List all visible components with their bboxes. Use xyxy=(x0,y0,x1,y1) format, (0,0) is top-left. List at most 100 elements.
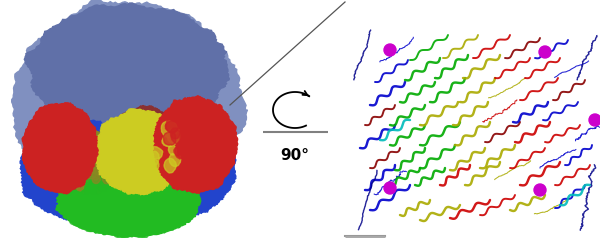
Polygon shape xyxy=(83,85,106,111)
Polygon shape xyxy=(195,100,204,110)
Polygon shape xyxy=(192,152,210,167)
Polygon shape xyxy=(186,129,197,141)
Polygon shape xyxy=(82,120,100,138)
Polygon shape xyxy=(32,131,51,152)
Polygon shape xyxy=(78,135,84,141)
Polygon shape xyxy=(41,150,53,163)
Polygon shape xyxy=(29,127,38,138)
Polygon shape xyxy=(130,127,140,140)
Polygon shape xyxy=(100,139,139,172)
Polygon shape xyxy=(75,90,106,118)
Polygon shape xyxy=(58,173,199,238)
Polygon shape xyxy=(157,137,172,149)
Polygon shape xyxy=(71,90,108,132)
Polygon shape xyxy=(85,192,95,204)
Polygon shape xyxy=(173,32,206,68)
Polygon shape xyxy=(180,41,218,85)
Polygon shape xyxy=(119,178,152,204)
Polygon shape xyxy=(92,150,110,168)
Polygon shape xyxy=(192,46,226,82)
Polygon shape xyxy=(141,129,148,135)
Polygon shape xyxy=(139,32,179,67)
Polygon shape xyxy=(151,188,161,196)
Polygon shape xyxy=(32,135,44,146)
Polygon shape xyxy=(76,192,83,198)
Polygon shape xyxy=(149,116,163,127)
Polygon shape xyxy=(117,60,142,83)
Polygon shape xyxy=(207,184,219,194)
Polygon shape xyxy=(137,172,159,193)
Polygon shape xyxy=(159,209,165,216)
Polygon shape xyxy=(119,82,140,101)
Polygon shape xyxy=(176,192,192,206)
Polygon shape xyxy=(145,193,152,199)
Polygon shape xyxy=(118,174,127,183)
Polygon shape xyxy=(113,207,131,223)
Polygon shape xyxy=(146,125,189,171)
Polygon shape xyxy=(45,99,82,132)
Polygon shape xyxy=(171,102,191,120)
Polygon shape xyxy=(117,6,148,31)
Polygon shape xyxy=(64,147,78,160)
Polygon shape xyxy=(112,118,125,134)
Polygon shape xyxy=(131,93,160,121)
Polygon shape xyxy=(157,198,163,204)
Polygon shape xyxy=(194,140,209,154)
Circle shape xyxy=(539,46,551,58)
Polygon shape xyxy=(64,134,73,146)
Polygon shape xyxy=(126,149,163,187)
Polygon shape xyxy=(121,82,149,113)
Polygon shape xyxy=(109,61,138,91)
Polygon shape xyxy=(203,170,212,178)
Polygon shape xyxy=(73,96,92,112)
Polygon shape xyxy=(83,194,95,203)
Polygon shape xyxy=(68,159,75,165)
Polygon shape xyxy=(46,157,66,178)
Polygon shape xyxy=(164,135,172,144)
Polygon shape xyxy=(157,118,164,126)
Polygon shape xyxy=(112,28,142,56)
Polygon shape xyxy=(121,86,149,116)
Polygon shape xyxy=(152,96,239,195)
Polygon shape xyxy=(134,124,149,136)
Polygon shape xyxy=(109,83,127,107)
Polygon shape xyxy=(128,144,140,155)
Polygon shape xyxy=(58,175,74,188)
Polygon shape xyxy=(167,113,183,124)
Polygon shape xyxy=(34,178,50,195)
Polygon shape xyxy=(208,162,219,170)
Polygon shape xyxy=(109,189,120,200)
Polygon shape xyxy=(81,193,86,200)
Polygon shape xyxy=(199,131,211,143)
Polygon shape xyxy=(129,39,173,82)
Polygon shape xyxy=(173,23,200,48)
Polygon shape xyxy=(121,220,142,238)
Polygon shape xyxy=(142,167,154,182)
Polygon shape xyxy=(184,126,193,137)
Polygon shape xyxy=(146,124,157,137)
Polygon shape xyxy=(200,137,209,144)
Polygon shape xyxy=(105,194,121,211)
Polygon shape xyxy=(94,59,125,92)
Polygon shape xyxy=(128,95,160,131)
Polygon shape xyxy=(60,142,73,154)
Polygon shape xyxy=(140,176,152,190)
Polygon shape xyxy=(86,204,109,223)
Polygon shape xyxy=(121,165,136,178)
Polygon shape xyxy=(100,157,112,167)
Polygon shape xyxy=(40,128,53,140)
Polygon shape xyxy=(70,169,82,179)
Polygon shape xyxy=(143,132,155,143)
Polygon shape xyxy=(81,159,119,194)
Polygon shape xyxy=(58,158,72,175)
Circle shape xyxy=(384,44,396,56)
Polygon shape xyxy=(163,141,172,150)
Polygon shape xyxy=(127,146,133,152)
Polygon shape xyxy=(103,152,110,158)
Polygon shape xyxy=(88,192,95,198)
Polygon shape xyxy=(79,158,91,170)
Polygon shape xyxy=(85,130,92,138)
Polygon shape xyxy=(188,161,203,177)
Polygon shape xyxy=(92,91,124,124)
Polygon shape xyxy=(95,208,120,236)
